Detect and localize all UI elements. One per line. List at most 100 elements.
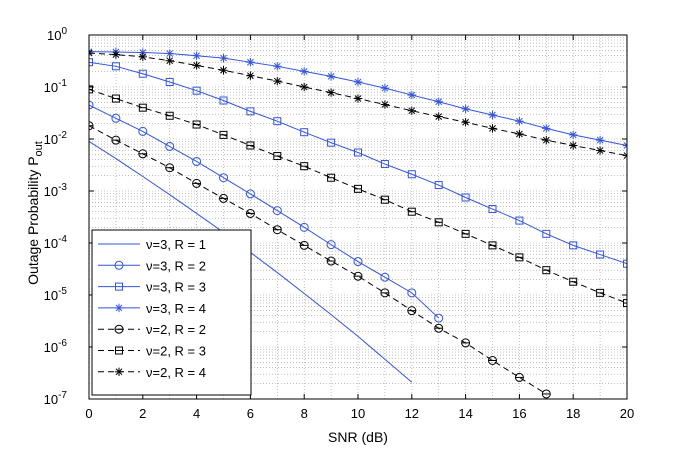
data-point-s6-0 xyxy=(89,48,94,58)
data-point-s3-15 xyxy=(488,110,497,120)
data-point-s5-11 xyxy=(380,195,389,204)
data-point-s6-20 xyxy=(622,151,627,160)
data-point-s5-18 xyxy=(569,277,578,286)
legend-entry: ν=3, R = 1 xyxy=(98,237,206,252)
data-point-s5-5 xyxy=(219,130,228,139)
legend-entry: ν=3, R = 4 xyxy=(98,301,206,316)
data-point-s1-12 xyxy=(407,288,417,298)
data-point-s5-20 xyxy=(623,299,627,308)
series-line-4 xyxy=(89,125,547,395)
data-point-s4-6 xyxy=(245,208,255,218)
legend-entry: ν=2, R = 3 xyxy=(98,344,206,359)
data-point-s6-5 xyxy=(219,66,228,75)
data-point-s4-12 xyxy=(407,306,417,316)
data-point-s3-13 xyxy=(434,97,443,106)
y-tick-label: 100 xyxy=(47,26,67,43)
legend-label: ν=2, R = 3 xyxy=(146,344,206,359)
data-point-s2-4 xyxy=(192,86,201,95)
data-point-s5-0 xyxy=(89,85,93,94)
data-point-s4-10 xyxy=(353,271,363,281)
data-point-s5-13 xyxy=(434,218,443,227)
series-line-2 xyxy=(89,61,627,265)
legend-box xyxy=(91,229,252,396)
data-point-s2-17 xyxy=(542,229,551,238)
data-point-s2-8 xyxy=(300,128,309,137)
y-tick-label: 10-1 xyxy=(44,78,68,95)
y-tick-label: 10-2 xyxy=(44,130,68,147)
y-axis-label: Outage Probability Pout xyxy=(25,141,45,285)
legend-entry: ν=3, R = 3 xyxy=(98,280,206,295)
data-point-s5-10 xyxy=(354,184,362,193)
data-point-s3-4 xyxy=(192,51,201,60)
data-point-s1-1 xyxy=(111,113,121,123)
x-tick-label: 8 xyxy=(301,406,308,421)
x-tick-label: 18 xyxy=(566,406,580,421)
data-point-s3-18 xyxy=(569,130,578,140)
data-point-s5-9 xyxy=(327,173,336,182)
data-point-s6-12 xyxy=(407,106,416,115)
x-tick-label: 4 xyxy=(193,406,200,421)
legend-marker xyxy=(115,346,123,355)
data-point-s6-11 xyxy=(380,100,390,109)
data-point-s4-11 xyxy=(380,288,390,298)
data-point-s6-6 xyxy=(246,71,255,80)
legend-marker xyxy=(114,303,124,313)
data-point-s3-3 xyxy=(165,49,174,58)
data-point-s6-4 xyxy=(192,61,201,70)
tick-labels: 0 2 4 6 8 10 12 14 16 18 20 10-7 10-6 10-5 10-4 10-3 10-… xyxy=(44,26,635,421)
data-point-s6-13 xyxy=(434,112,443,121)
data-point-s2-16 xyxy=(515,216,524,225)
series-line-5 xyxy=(89,88,627,304)
data-point-s1-3 xyxy=(165,141,175,151)
y-tick-label: 10-4 xyxy=(44,234,68,251)
data-point-s2-12 xyxy=(407,170,416,179)
data-point-s4-0 xyxy=(89,121,94,131)
data-point-s6-9 xyxy=(326,88,336,97)
data-point-s6-8 xyxy=(300,82,309,92)
data-point-s6-7 xyxy=(273,76,282,86)
data-point-s5-15 xyxy=(488,241,497,250)
data-point-s2-13 xyxy=(434,181,443,190)
y-axis-label-main: Outage Probability P xyxy=(25,156,41,284)
data-point-s3-20 xyxy=(622,141,627,150)
data-point-s3-12 xyxy=(407,90,416,100)
x-tick-label: 2 xyxy=(139,406,146,421)
data-point-s4-13 xyxy=(434,323,444,333)
data-point-s5-1 xyxy=(111,94,120,103)
data-point-s4-3 xyxy=(165,163,175,173)
legend-label: ν=2, R = 4 xyxy=(146,365,206,380)
legend-label: ν=3, R = 4 xyxy=(146,301,206,316)
data-point-s3-9 xyxy=(326,72,336,81)
data-point-s3-14 xyxy=(461,104,470,114)
data-point-s4-1 xyxy=(111,135,121,145)
data-point-s5-6 xyxy=(246,141,255,150)
data-point-s4-17 xyxy=(541,389,551,399)
y-tick-label: 10-5 xyxy=(44,286,68,303)
data-point-s3-16 xyxy=(515,116,524,126)
x-tick-label: 6 xyxy=(247,406,254,421)
legend-marker xyxy=(114,324,124,334)
data-point-s4-16 xyxy=(514,372,524,382)
data-point-s3-8 xyxy=(300,67,309,76)
data-point-s3-11 xyxy=(380,83,390,93)
x-tick-label: 14 xyxy=(458,406,472,421)
data-point-s5-14 xyxy=(461,229,470,238)
data-point-s5-17 xyxy=(542,266,551,275)
data-point-s2-10 xyxy=(354,148,362,157)
data-point-s6-18 xyxy=(569,141,578,150)
data-point-s4-14 xyxy=(461,338,471,348)
data-point-s2-11 xyxy=(380,160,389,169)
data-point-s2-2 xyxy=(138,69,147,78)
data-point-s2-14 xyxy=(461,193,470,202)
data-point-s3-10 xyxy=(353,77,363,87)
data-point-s2-5 xyxy=(219,96,228,105)
legend-label: ν=3, R = 1 xyxy=(146,237,206,252)
data-point-s5-16 xyxy=(515,253,524,262)
data-point-s6-2 xyxy=(138,52,147,62)
legend: ν=3, R = 1 ν=3, R = 2 ν=3, R = 3 ν=3, R = 4… xyxy=(91,229,252,396)
data-point-s5-7 xyxy=(273,152,282,161)
data-point-s3-17 xyxy=(542,124,551,133)
data-point-s2-0 xyxy=(89,58,93,67)
data-point-s6-19 xyxy=(595,146,605,155)
